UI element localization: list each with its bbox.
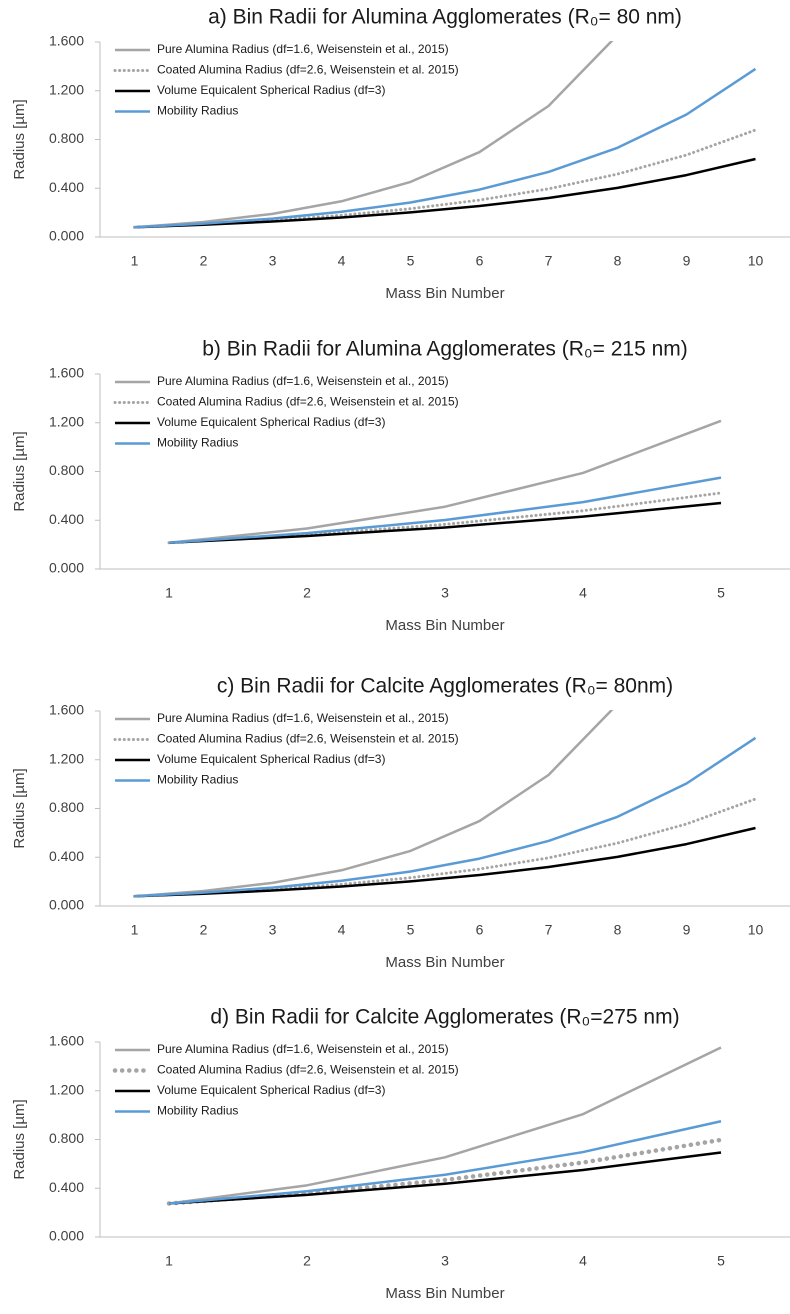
series-line — [134, 41, 614, 229]
x-axis-title: Mass Bin Number — [385, 285, 504, 302]
legend-label: Volume Equicalent Spherical Radius (df=3… — [157, 1083, 385, 1097]
series-line — [134, 710, 614, 898]
x-tick-label: 5 — [717, 1253, 725, 1269]
y-tick-label: 1.200 — [49, 750, 84, 766]
series-line — [134, 736, 757, 898]
x-tick-label: 6 — [476, 253, 484, 269]
legend-label: Volume Equicalent Spherical Radius (df=3… — [157, 83, 385, 97]
y-tick-label: 1.200 — [49, 81, 84, 97]
x-tick-label: 8 — [614, 253, 622, 269]
x-tick-label: 1 — [131, 253, 139, 269]
chart-title: a) Bin Radii for Alumina Agglomerates (R… — [208, 6, 682, 29]
legend-label: Volume Equicalent Spherical Radius (df=3… — [157, 415, 385, 429]
x-tick-label: 4 — [338, 922, 346, 938]
y-tick-label: 1.600 — [49, 702, 84, 718]
y-tick-label: 0.000 — [49, 228, 84, 244]
y-tick-label: 0.400 — [49, 511, 84, 527]
series-line — [168, 419, 722, 545]
series-line — [168, 1120, 722, 1205]
legend-label: Coated Alumina Radius (df=2.6, Weisenste… — [157, 63, 459, 77]
series-line — [133, 797, 757, 898]
legend-label: Pure Alumina Radius (df=1.6, Weisenstein… — [157, 1042, 449, 1056]
series-line — [168, 1151, 722, 1205]
series-line — [134, 826, 756, 898]
x-axis-title: Mass Bin Number — [385, 954, 504, 971]
x-tick-label: 9 — [683, 253, 691, 269]
legend-label: Volume Equicalent Spherical Radius (df=3… — [157, 752, 385, 766]
y-tick-label: 1.600 — [49, 33, 84, 49]
x-tick-label: 9 — [683, 922, 691, 938]
series-line — [134, 67, 757, 229]
x-tick-label: 1 — [131, 922, 139, 938]
y-tick-label: 0.400 — [49, 179, 84, 195]
legend-label: Pure Alumina Radius (df=1.6, Weisenstein… — [157, 711, 449, 725]
legend-label: Coated Alumina Radius (df=2.6, Weisenste… — [157, 732, 459, 746]
y-tick-label: 0.000 — [49, 1228, 84, 1244]
y-tick-label: 0.800 — [49, 799, 84, 815]
x-tick-label: 10 — [748, 922, 764, 938]
chart: d) Bin Radii for Calcite Agglomerates (R… — [11, 1006, 790, 1302]
y-tick-label: 0.800 — [49, 130, 84, 146]
series-line — [168, 476, 722, 545]
x-tick-label: 4 — [338, 253, 346, 269]
legend-label: Pure Alumina Radius (df=1.6, Weisenstein… — [157, 42, 449, 56]
x-tick-label: 3 — [269, 922, 277, 938]
series-line — [134, 157, 756, 229]
legend-label: Coated Alumina Radius (df=2.6, Weisenste… — [157, 1063, 459, 1077]
x-tick-label: 5 — [717, 585, 725, 601]
series-line — [168, 501, 722, 545]
x-tick-label: 6 — [476, 922, 484, 938]
x-tick-label: 7 — [545, 922, 553, 938]
series-line — [133, 128, 757, 229]
y-axis-title: Radius [µm] — [11, 1099, 28, 1179]
series-line — [166, 1137, 724, 1206]
x-tick-label: 1 — [165, 1253, 173, 1269]
series-line — [168, 1046, 722, 1205]
legend-label: Mobility Radius — [157, 1104, 238, 1118]
y-axis-title: Radius [µm] — [11, 768, 28, 848]
y-axis-title: Radius [µm] — [11, 431, 28, 511]
y-tick-label: 0.800 — [49, 1130, 84, 1146]
y-tick-label: 0.400 — [49, 848, 84, 864]
chart-title: d) Bin Radii for Calcite Agglomerates (R… — [210, 1006, 679, 1029]
x-tick-label: 3 — [441, 585, 449, 601]
legend-label: Coated Alumina Radius (df=2.6, Weisenste… — [157, 395, 459, 409]
x-tick-label: 10 — [748, 253, 764, 269]
y-tick-label: 0.400 — [49, 1179, 84, 1195]
legend-label: Mobility Radius — [157, 104, 238, 118]
x-tick-label: 2 — [303, 585, 311, 601]
chart: b) Bin Radii for Alumina Agglomerates (R… — [11, 338, 790, 634]
legend-label: Pure Alumina Radius (df=1.6, Weisenstein… — [157, 374, 449, 388]
y-tick-label: 1.600 — [49, 1033, 84, 1049]
y-tick-label: 0.800 — [49, 462, 84, 478]
y-tick-label: 0.000 — [49, 897, 84, 913]
chart-title: b) Bin Radii for Alumina Agglomerates (R… — [202, 338, 688, 361]
x-tick-label: 2 — [303, 1253, 311, 1269]
y-tick-label: 0.000 — [49, 560, 84, 576]
legend-label: Mobility Radius — [157, 773, 238, 787]
chart: a) Bin Radii for Alumina Agglomerates (R… — [11, 6, 790, 302]
y-tick-label: 1.600 — [49, 365, 84, 381]
x-tick-label: 4 — [579, 1253, 587, 1269]
x-tick-label: 3 — [269, 253, 277, 269]
x-tick-label: 1 — [165, 585, 173, 601]
x-tick-label: 4 — [579, 585, 587, 601]
x-tick-label: 8 — [614, 922, 622, 938]
y-axis-title: Radius [µm] — [11, 99, 28, 179]
y-tick-label: 1.200 — [49, 1081, 84, 1097]
x-tick-label: 5 — [407, 922, 415, 938]
x-tick-label: 2 — [200, 922, 208, 938]
chart-title: c) Bin Radii for Calcite Agglomerates (R… — [217, 675, 673, 698]
y-tick-label: 1.200 — [49, 413, 84, 429]
x-tick-label: 3 — [441, 1253, 449, 1269]
legend-label: Mobility Radius — [157, 436, 238, 450]
x-tick-label: 7 — [545, 253, 553, 269]
x-tick-label: 5 — [407, 253, 415, 269]
x-axis-title: Mass Bin Number — [385, 1285, 504, 1302]
chart: c) Bin Radii for Calcite Agglomerates (R… — [11, 675, 790, 971]
x-tick-label: 2 — [200, 253, 208, 269]
x-axis-title: Mass Bin Number — [385, 617, 504, 634]
